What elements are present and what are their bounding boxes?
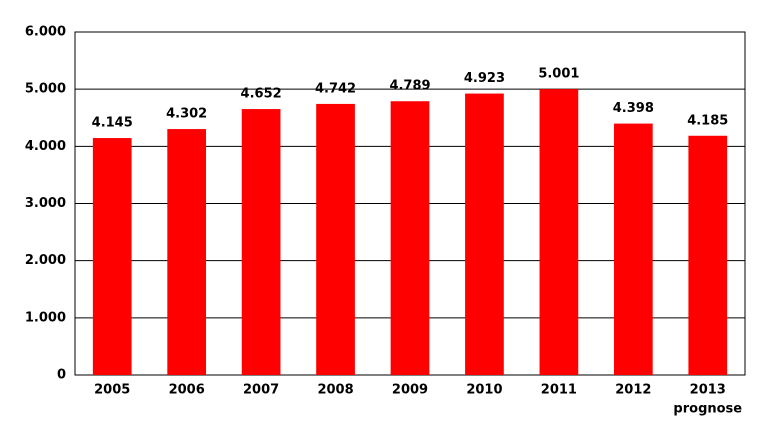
value-label: 4.742 [315,81,356,96]
bar [539,89,579,375]
value-label: 4.923 [464,71,505,86]
value-label: 4.789 [389,79,430,94]
x-tick-label: 2009 [392,383,428,398]
bar [316,103,355,376]
y-tick-label: 5.000 [25,82,66,97]
y-tick-label: 6.000 [25,25,66,40]
x-tick-label: 2013 [690,383,726,398]
value-label: 4.145 [92,116,133,131]
y-tick-label: 1.000 [25,310,66,325]
bar [167,129,207,375]
x-tick-label: 2005 [94,383,130,398]
bar [390,101,430,376]
y-tick-label: 2.000 [25,253,66,268]
bar [465,93,504,376]
value-label: 4.302 [166,107,207,122]
x-tick-label: 2011 [541,383,577,398]
bar [92,138,132,375]
value-label: 4.398 [613,101,654,116]
x-tick-label: 2006 [169,383,205,398]
value-label: 4.652 [241,87,282,102]
bar [688,135,728,375]
y-tick-label: 0 [57,368,66,383]
x-tick-label: 2010 [466,383,502,398]
y-tick-label: 3.000 [25,196,66,211]
x-tick-label: 2012 [615,383,651,398]
value-label: 4.185 [687,113,728,128]
bar [613,123,653,376]
value-label: 5.001 [538,67,579,82]
annotation: prognose [673,402,742,417]
x-tick-label: 2007 [243,383,279,398]
bar [241,109,281,375]
y-tick-label: 4.000 [25,139,66,154]
x-tick-label: 2008 [317,383,353,398]
